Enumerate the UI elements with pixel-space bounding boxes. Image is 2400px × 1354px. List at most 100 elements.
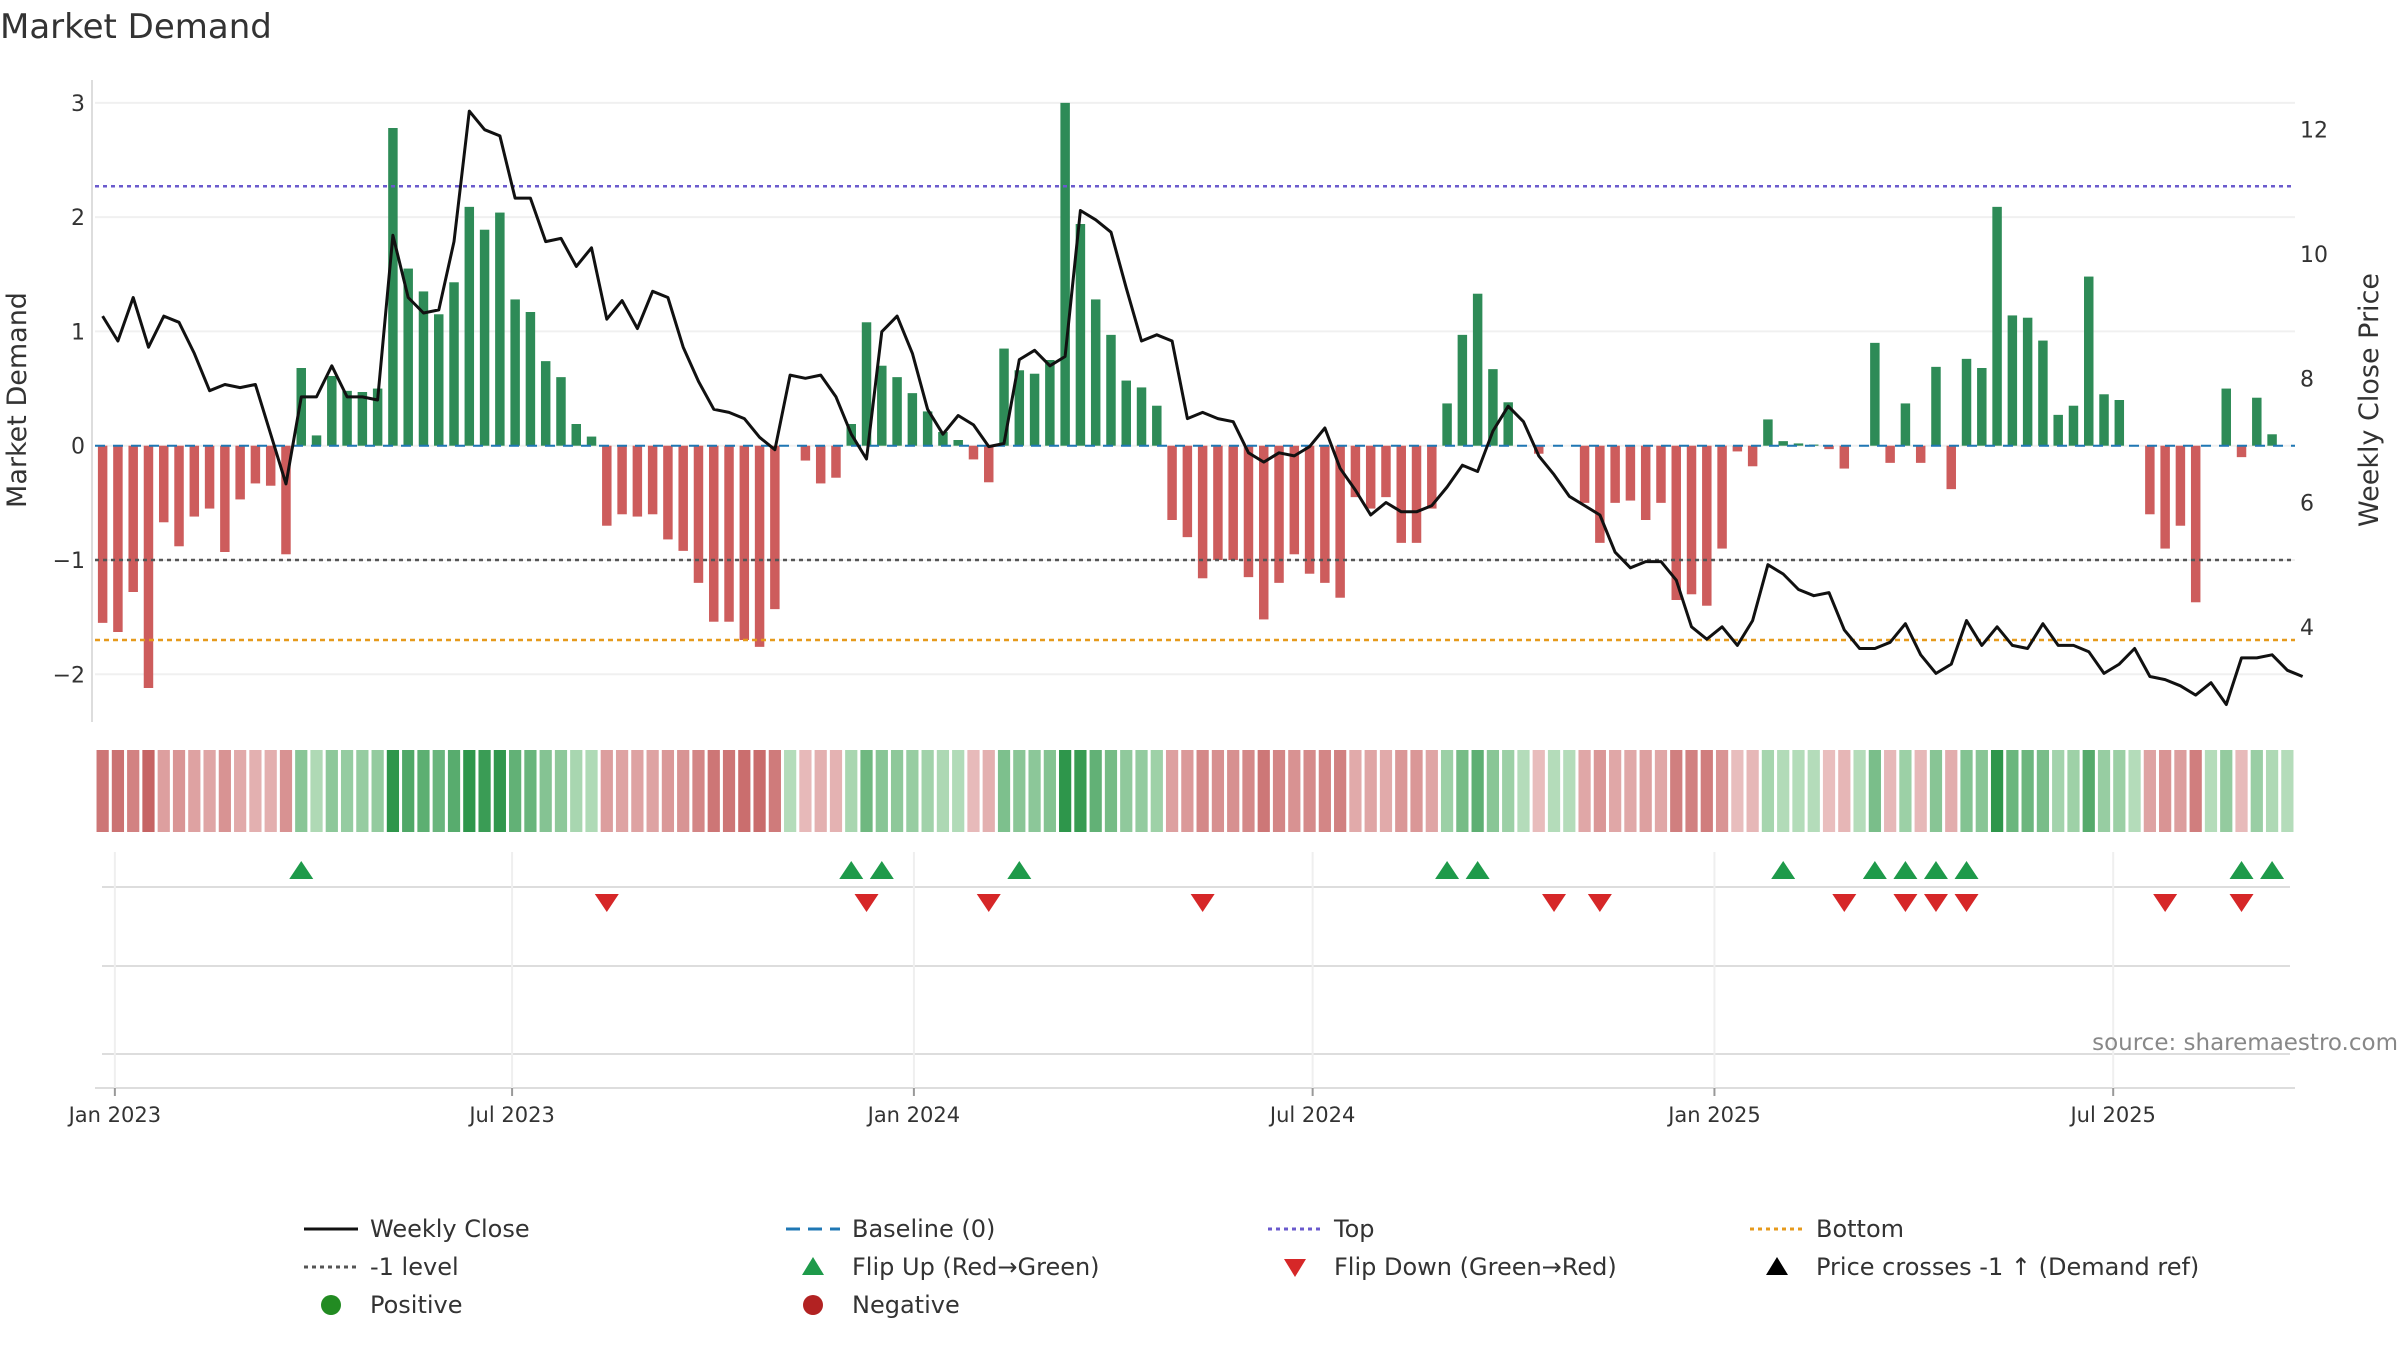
heat-strip-cell [1089,750,1102,832]
heat-strip-cell [1242,750,1255,832]
demand-bar [1900,403,1911,446]
heat-strip-cell [784,750,797,832]
heat-strip-cell [1868,750,1881,832]
heat-strip-cell [722,750,736,832]
demand-bar [281,445,291,555]
demand-bar [815,445,826,484]
demand-bar [1839,445,1850,469]
demand-bar [2007,315,2018,446]
heat-strip-cell [1914,750,1927,832]
demand-bar [265,445,276,486]
heat-strip-cell [2006,750,2019,832]
demand-bar [418,291,429,446]
heat-strip-cell [1975,750,1988,832]
heat-strip-cell [1104,750,1118,832]
heat-strip-cell [1181,750,1194,832]
heat-strip-cell [1517,750,1530,832]
heat-strip-cell [2082,750,2095,832]
heat-strip-cell [1792,750,1805,832]
heat-strip-cell [967,750,980,832]
demand-bar [1289,445,1300,555]
demand-bar [2252,397,2262,446]
heat-strip-cell [524,750,537,832]
heat-strip-cell [1395,750,1408,832]
demand-bar [1411,445,1422,543]
demand-bar [449,282,459,446]
legend-item-positive: Positive [300,1288,463,1322]
demand-bar [754,445,765,647]
heat-strip-cell [982,750,995,832]
heat-strip-cell [814,750,827,832]
flip-up-marker [1435,861,1460,879]
dot-icon [300,1288,362,1322]
y-tick-label-right: 8 [2300,367,2314,392]
heat-strip-cell [661,750,675,832]
demand-bar [403,268,413,446]
demand-bar [938,432,948,446]
y-tick-label-right: 10 [2300,243,2328,268]
heat-strip-cell [1945,750,1958,832]
demand-bar [1472,293,1483,446]
demand-bar [1625,445,1636,501]
heat-strip-cell [1471,750,1484,832]
heat-strip-cell [1624,750,1637,832]
demand-bar [1014,370,1025,446]
source-label: source: sharemaestro.com [2092,1030,2398,1056]
heat-strip-cell [1777,750,1790,832]
demand-bar [1335,445,1345,598]
heat-strip-cell [96,750,109,832]
demand-bar [1182,445,1193,538]
y-tick-label-right: 12 [2300,119,2328,144]
heat-strip-cell [1150,750,1163,832]
heat-strip-cell [218,750,231,832]
heat-strip-cell [997,750,1011,832]
demand-bar [1595,445,1605,543]
demand-bar [1915,445,1926,463]
heat-strip-cell [493,750,506,832]
demand-bar [922,411,933,446]
demand-bar [571,424,581,446]
legend-label: -1 level [370,1253,459,1281]
heat-strip-cell [463,750,476,832]
heat-strip-cell [1822,750,1836,832]
flip-down-marker [854,894,879,912]
flip-up-marker [2260,861,2285,879]
demand-bar [1243,445,1254,578]
legend-item-bottom: Bottom [1746,1212,1904,1246]
demand-bar [877,365,887,446]
flip-down-marker [1832,894,1857,912]
heat-strip-cell [1609,750,1622,832]
heat-strip-cell [2128,750,2141,832]
x-tick-label: Jan 2025 [1666,1103,1761,1127]
heat-strip-cell [2113,750,2126,832]
flip-up-marker [1923,861,1948,879]
demand-bar [1763,419,1773,446]
demand-bar [586,436,597,446]
flip-down-marker [2153,894,2178,912]
heat-strip-cell [570,750,583,832]
demand-bar [2145,445,2155,515]
demand-bar [372,388,383,446]
heat-strip-cell [2143,750,2156,832]
heat-strip-cell [677,750,690,832]
demand-bar [2053,414,2063,446]
legend-item-flip-up: Flip Up (Red→Green) [782,1250,1100,1284]
heat-strip-cell [1685,750,1698,832]
x-tick-label: Jul 2024 [1268,1103,1355,1127]
demand-bar [311,435,322,446]
demand-bar [342,390,352,446]
flip-up-marker [869,861,894,879]
demand-bar [235,445,245,500]
demand-bar [1747,445,1758,467]
demand-bar [296,368,306,446]
heat-strip-cell [600,750,613,832]
heat-strip-cell [1135,750,1148,832]
demand-bar [495,212,505,446]
demand-bar [2038,340,2048,446]
demand-bar [189,445,200,517]
heat-strip-cell [1715,750,1729,832]
heat-strip-cell [295,750,308,832]
demand-bar [97,445,108,623]
